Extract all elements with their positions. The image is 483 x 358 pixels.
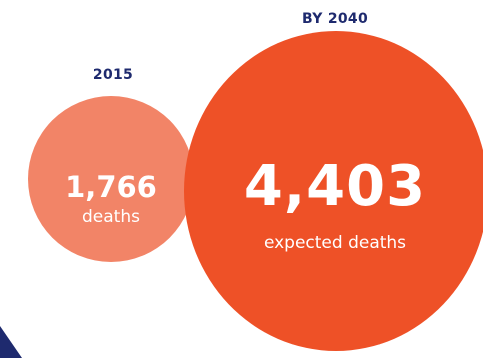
bubble-2015 (28, 96, 194, 262)
corner-decoration-shape (0, 326, 22, 358)
bubble-2040 (184, 31, 483, 351)
value-label-2015: 1,766 (65, 170, 157, 204)
year-label-2015: 2015 (92, 67, 134, 83)
corner-triangle (0, 326, 22, 358)
caption-2040: expected deaths (263, 233, 407, 253)
caption-2015: deaths (82, 207, 140, 227)
value-label-2040: 4,403 (243, 154, 427, 219)
year-label-2040: BY 2040 (302, 11, 368, 27)
